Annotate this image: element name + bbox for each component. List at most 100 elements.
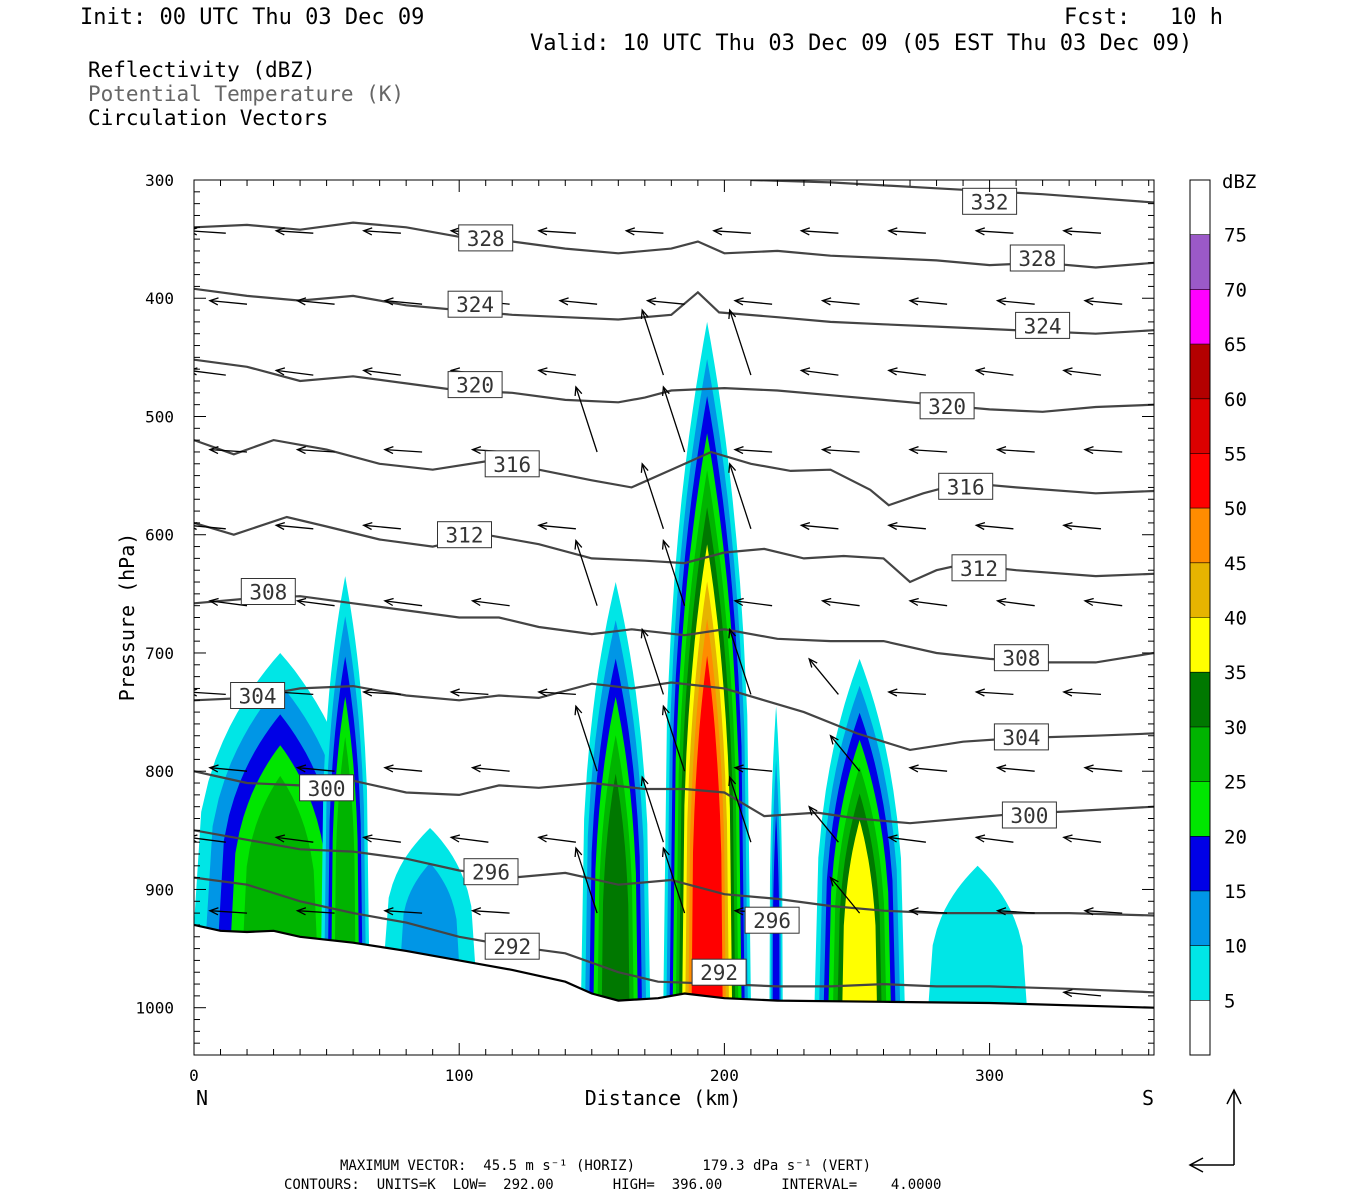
circulation-vector: [208, 297, 248, 306]
circulation-vector: [295, 297, 335, 306]
valid-time: Valid: 10 UTC Thu 03 Dec 09 (05 EST Thu …: [530, 31, 1193, 56]
svg-text:296: 296: [753, 909, 791, 933]
reflectivity-cell: [194, 653, 367, 945]
x-axis-label: Distance (km): [585, 1086, 742, 1110]
legend-vectors: Circulation Vectors: [88, 106, 329, 130]
circulation-vector: [1083, 907, 1123, 916]
colorbar-swatch: [1190, 836, 1210, 891]
reflectivity-band: [842, 820, 877, 1002]
theta-contour-label: 316: [484, 450, 540, 478]
circulation-vector: [558, 297, 598, 306]
theta-contour-label: 300: [299, 774, 355, 802]
svg-text:328: 328: [1018, 247, 1056, 271]
svg-text:312: 312: [960, 557, 998, 581]
circulation-vector: [908, 297, 948, 306]
circulation-vector: [995, 764, 1035, 773]
colorbar-label: 60: [1224, 389, 1247, 411]
theta-contour: [194, 287, 1154, 335]
theta-contour: [194, 595, 1154, 664]
colorbar-swatch: [1190, 945, 1210, 1001]
circulation-vector: [733, 764, 773, 773]
colorbar-swatch: [1190, 344, 1210, 399]
circulation-vector: [974, 834, 1014, 843]
circulation-vector: [362, 688, 401, 697]
reflectivity-cell: [581, 582, 651, 1001]
circulation-vector: [574, 539, 598, 606]
y-tick-label: 700: [145, 644, 174, 663]
circulation-vector: [274, 521, 314, 531]
reflectivity-band: [691, 655, 723, 998]
colorbar-swatch: [1190, 672, 1210, 727]
circulation-vector: [362, 521, 401, 531]
circulation-vector: [820, 597, 860, 607]
svg-text:304: 304: [1002, 726, 1040, 750]
circulation-vector: [449, 834, 489, 843]
circulation-vector: [799, 227, 839, 236]
circulation-vector: [470, 597, 510, 607]
theta-contour-label: 320: [447, 371, 503, 399]
svg-text:304: 304: [239, 685, 277, 709]
y-tick-label: 600: [145, 526, 174, 545]
colorbar-swatch: [1190, 180, 1210, 235]
svg-text:308: 308: [249, 581, 287, 605]
circulation-vector: [383, 764, 423, 773]
svg-text:296: 296: [472, 861, 510, 885]
circulation-vector: [808, 657, 839, 695]
reflectivity-cell: [384, 828, 476, 964]
circulation-vector: [1083, 597, 1123, 607]
circulation-vector: [799, 521, 839, 531]
colorbar-swatch: [1190, 562, 1210, 618]
circulation-vector: [208, 907, 248, 916]
theta-contour: [194, 770, 1154, 825]
circulation-vector: [449, 688, 489, 697]
circulation-vector: [574, 704, 598, 772]
circulation-vector: [733, 597, 773, 607]
x-tick-label: 300: [975, 1066, 1004, 1085]
reference-vector-icon: [1188, 1088, 1242, 1173]
colorbar-swatch: [1190, 289, 1210, 345]
circulation-vector: [537, 521, 576, 531]
theta-contour-label: 292: [691, 958, 747, 986]
reflectivity-band: [601, 773, 630, 1001]
svg-text:300: 300: [1010, 804, 1048, 828]
circulation-vector: [274, 227, 314, 236]
circulation-vector: [908, 907, 948, 916]
svg-text:316: 316: [493, 453, 531, 477]
colorbar-swatch: [1190, 508, 1210, 563]
circulation-vector: [362, 227, 401, 236]
circulation-vector: [574, 385, 598, 453]
circulation-vector: [661, 385, 686, 453]
svg-text:308: 308: [1002, 647, 1040, 671]
x-tick-label: 100: [445, 1066, 474, 1085]
circulation-vector: [537, 227, 576, 236]
circulation-vector: [661, 704, 686, 772]
theta-contour-label: 312: [951, 554, 1007, 582]
colorbar-swatch: [1190, 617, 1210, 673]
circulation-vector: [995, 297, 1035, 306]
circulation-vector: [728, 462, 752, 530]
circulation-vector: [733, 445, 773, 455]
circulation-vector: [640, 308, 665, 376]
theta-contour-label: 296: [744, 906, 800, 934]
circulation-vector: [799, 367, 839, 376]
circulation-vector: [537, 834, 576, 843]
svg-text:316: 316: [947, 475, 985, 499]
circulation-vector: [208, 445, 248, 455]
reflectivity-band: [928, 865, 1027, 1004]
circulation-vector: [383, 597, 423, 607]
colorbar-swatch: [1190, 890, 1210, 946]
svg-text:312: 312: [446, 524, 484, 548]
colorbar-swatch: [1190, 781, 1210, 837]
circulation-vector: [728, 308, 752, 376]
circulation-vector: [1062, 834, 1102, 843]
colorbar-label: 30: [1224, 717, 1247, 739]
svg-text:332: 332: [971, 190, 1009, 214]
circulation-vector: [574, 846, 598, 914]
colorbar-label: 10: [1224, 936, 1247, 958]
y-axis-label: Pressure (hPa): [115, 533, 139, 702]
theta-contour: [194, 681, 1154, 752]
colorbar-label: 35: [1224, 662, 1247, 684]
circulation-vector: [362, 367, 401, 376]
circulation-vector: [974, 688, 1014, 697]
